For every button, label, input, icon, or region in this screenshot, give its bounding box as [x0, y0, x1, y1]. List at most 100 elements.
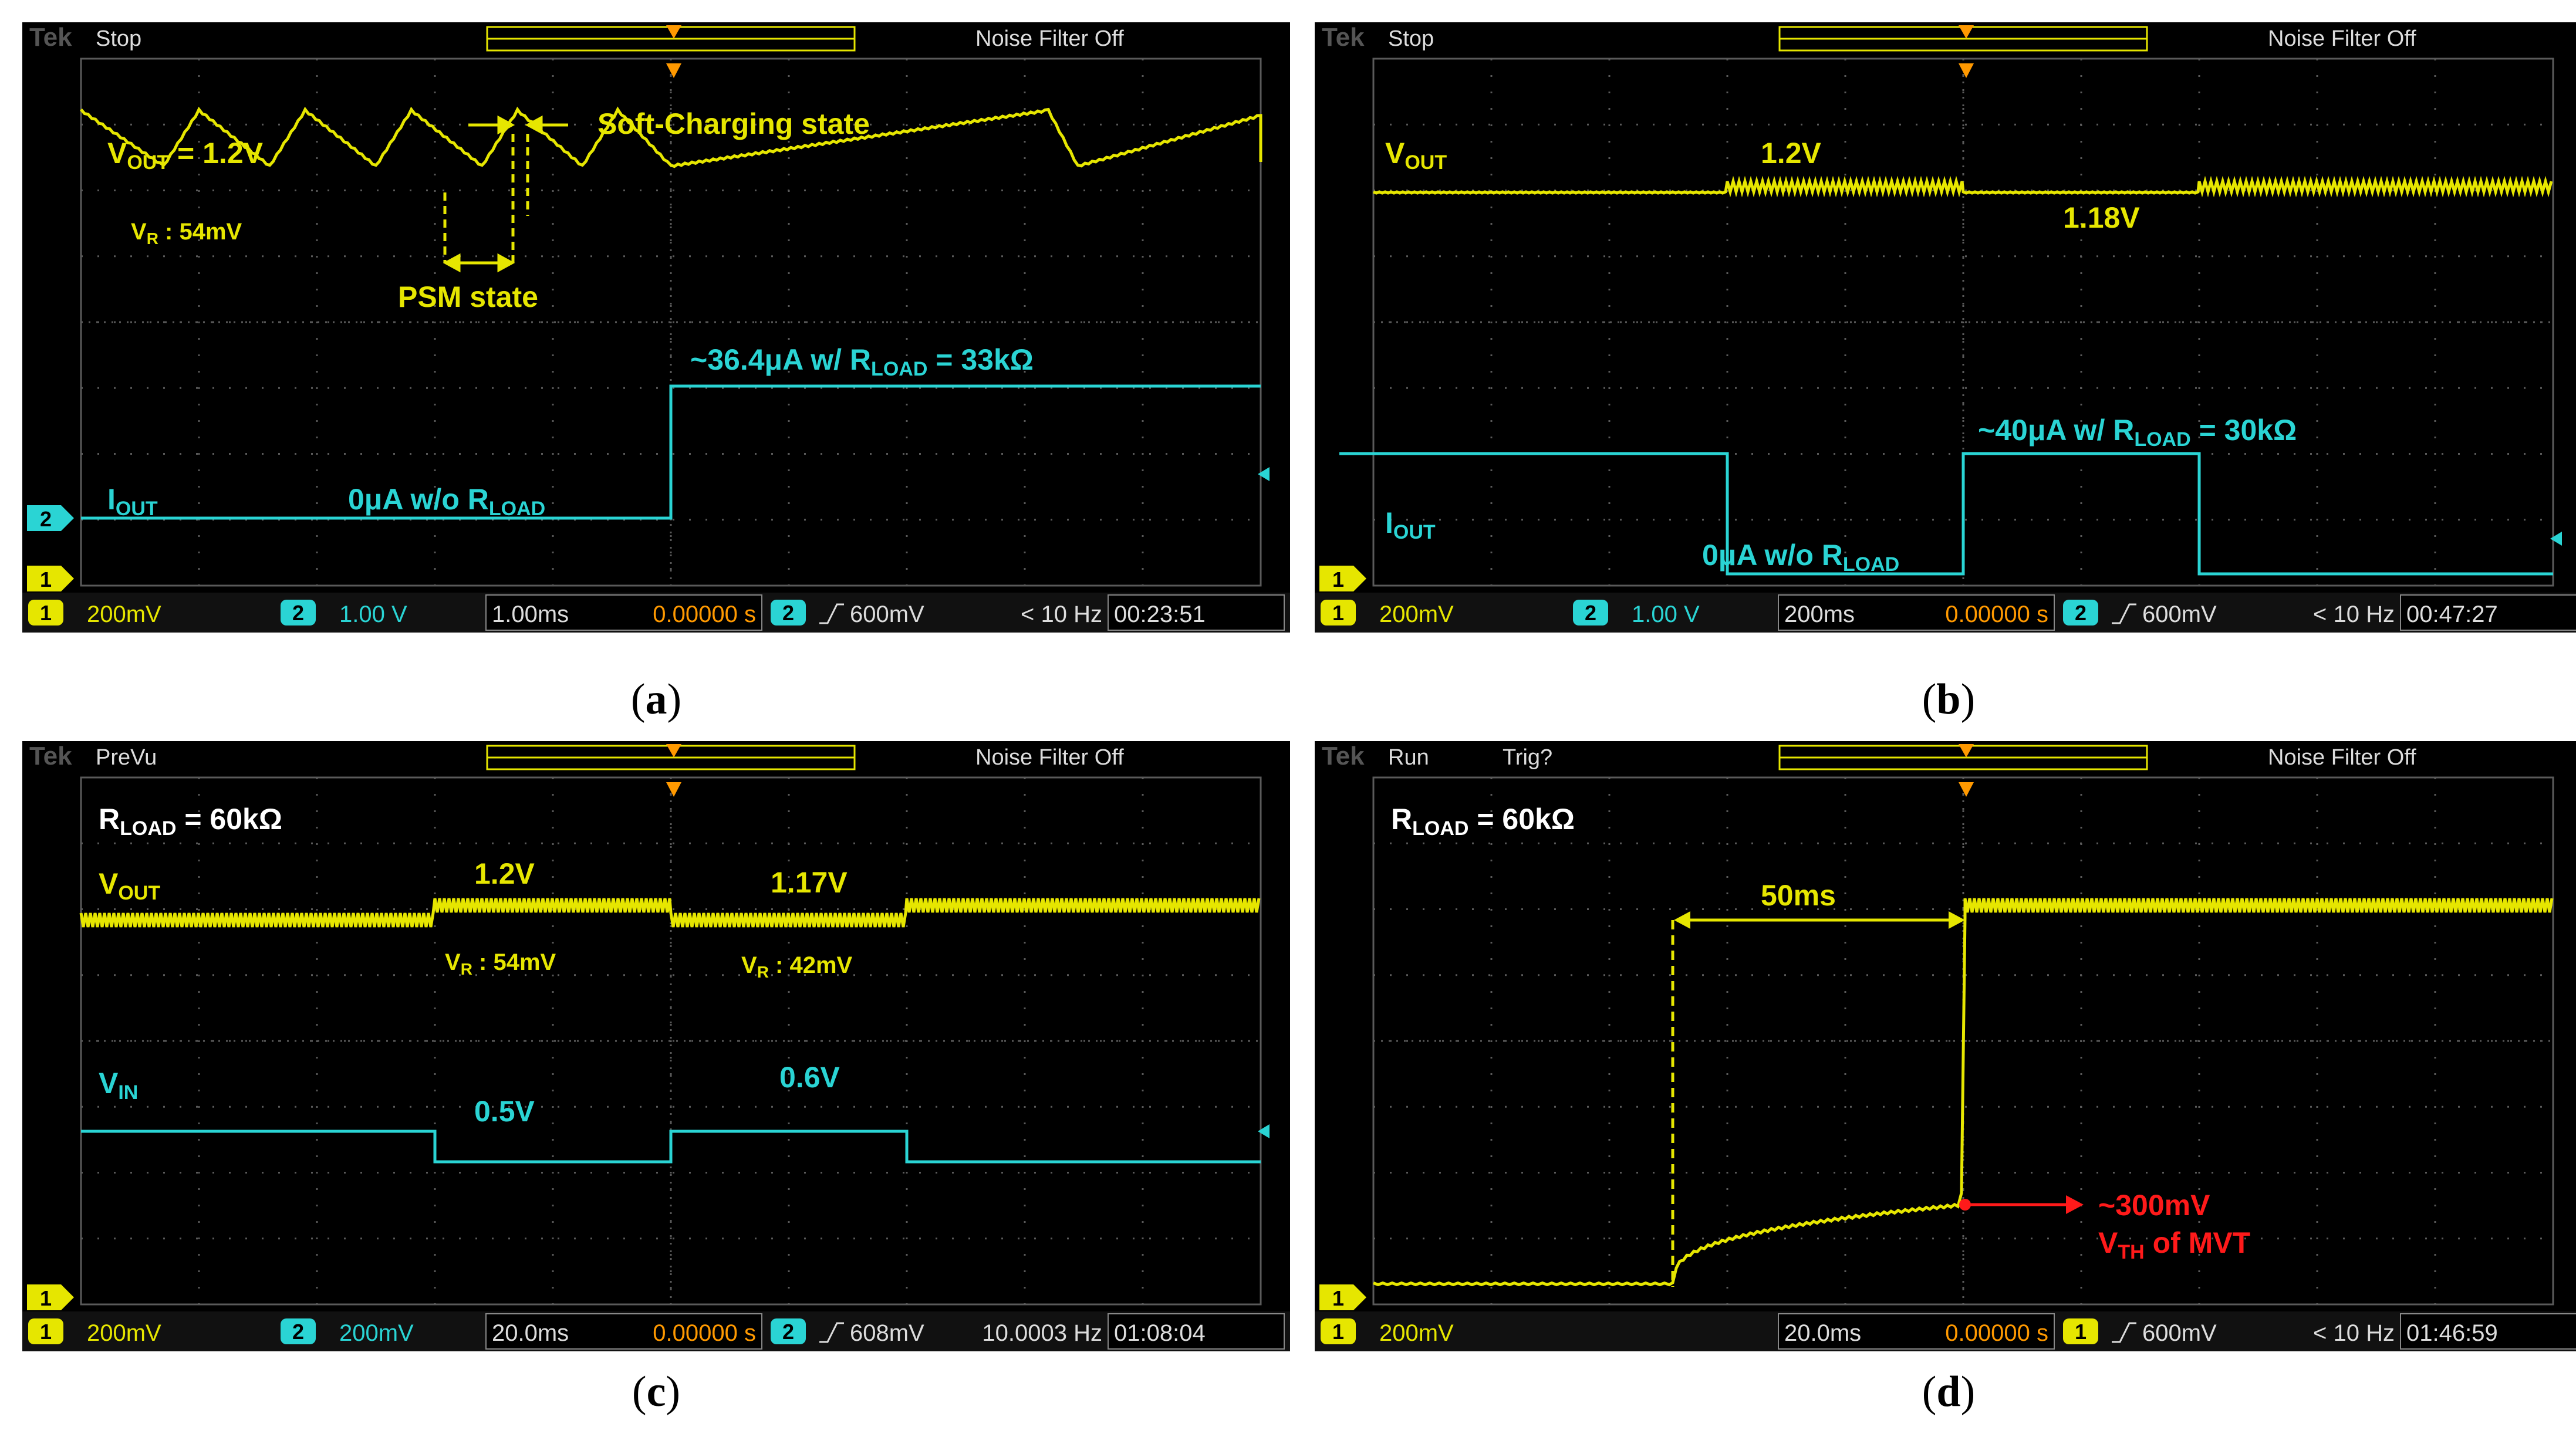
trigger-source-badge-number: 2 [782, 1320, 794, 1344]
vin-0v5-label: 0.5V [474, 1095, 535, 1128]
trigger-marker-icon [1959, 782, 1974, 797]
channel-marker-number: 1 [40, 1286, 52, 1310]
horizontal-position: 0.00000 s [1945, 1320, 2048, 1346]
channel-1-marker: 1 [27, 1284, 74, 1310]
ch2-badge-number: 2 [1585, 601, 1596, 625]
ch1-scale: 200mV [87, 601, 161, 627]
timebase-box [485, 594, 762, 631]
acq-status: Stop [1388, 26, 1434, 51]
trigger-source-badge: 2 [771, 1318, 806, 1344]
vr-54-label: VR : 54mV [445, 949, 556, 978]
ch2-badge: 2 [281, 600, 316, 625]
psm-markers [443, 115, 568, 273]
ch2-offscreen-arrow-icon [1258, 467, 1270, 481]
ch1-badge: 1 [28, 1318, 63, 1344]
trigger-position-icon [666, 744, 681, 758]
ch2-badge-number: 2 [292, 1320, 304, 1344]
vout-trace [1373, 898, 2554, 1287]
graticule [80, 58, 1262, 587]
channel-1-marker: 1 [1319, 1284, 1366, 1310]
trigger-marker-icon [666, 782, 681, 797]
interval-markers [1671, 911, 2084, 1287]
trigger-level: 600mV [2142, 601, 2217, 627]
trigger-level: 608mV [850, 1320, 924, 1346]
trigger-marker-icon [666, 63, 681, 78]
iout-trace [1339, 452, 2553, 576]
clock: 01:46:59 [2406, 1320, 2498, 1346]
scope-panel-c: Tek PreVu Noise Filter Off RLOAD = 60kΩ … [22, 741, 1290, 1351]
ch2-scale: 1.00 V [1632, 601, 1700, 627]
vin-label: VIN [99, 1067, 138, 1104]
trig-status: Trig? [1503, 745, 1552, 770]
acq-status: Run [1388, 745, 1429, 770]
ch1-badge: 1 [1321, 600, 1356, 625]
horizontal-position: 0.00000 s [653, 1320, 756, 1346]
scope-screen-d: Tek Run Trig? Noise Filter Off RLOAD = 6… [1315, 741, 2576, 1351]
trigger-position-icon [1959, 744, 1974, 758]
graticule [1372, 58, 2554, 587]
noise-filter-status: Noise Filter Off [975, 26, 1124, 51]
psm-state-label: PSM state [398, 280, 538, 313]
ch1-scale: 200mV [1379, 601, 1454, 627]
ch1-badge-number: 1 [40, 1320, 52, 1344]
iout-label: IOUT [1385, 506, 1436, 543]
vout-1v17-label: 1.17V [771, 866, 848, 899]
ch2-scale: 200mV [339, 1320, 414, 1346]
channel-marker-number: 2 [40, 507, 52, 531]
rload-label: RLOAD = 60kΩ [99, 803, 282, 840]
vin-0v6-label: 0.6V [779, 1061, 840, 1094]
scope-panel-a: Tek Stop Noise Filter Off VOUT = 1.2V VR… [22, 22, 1290, 633]
vout-1v2-label: 1.2V [1761, 137, 1822, 170]
ch1-badge: 1 [1321, 1318, 1356, 1344]
channel-marker-number: 1 [1332, 567, 1344, 591]
ch1-badge: 1 [28, 600, 63, 625]
scope-screen-b: Tek Stop Noise Filter Off VOUT 1.2V 1.18… [1315, 22, 2576, 633]
caption-d: (d) [1922, 1368, 1976, 1416]
acq-status: Stop [96, 26, 141, 51]
clock: 00:47:27 [2406, 601, 2498, 627]
vout-label: VOUT [99, 867, 160, 904]
ch2-badge-number: 2 [292, 601, 304, 625]
rising-edge-icon [819, 603, 844, 624]
caption-c: (c) [632, 1368, 681, 1416]
ch2-offscreen-arrow-icon [2550, 532, 2562, 546]
trigger-frequency: 10.0003 Hz [982, 1320, 1102, 1346]
horizontal-position: 0.00000 s [653, 601, 756, 627]
trigger-frequency: < 10 Hz [2313, 601, 2395, 627]
clock: 00:23:51 [1114, 601, 1206, 627]
trigger-level: 600mV [850, 601, 924, 627]
clock-box [1108, 1313, 1285, 1350]
timebase: 200ms [1784, 601, 1855, 627]
vr-label: VR : 54mV [131, 219, 242, 248]
iout-zero-label: 0μA w/o RLOAD [1702, 539, 1899, 576]
trigger-position-icon [1959, 25, 1974, 39]
noise-filter-status: Noise Filter Off [975, 745, 1124, 770]
trigger-position-icon [666, 25, 681, 39]
noise-filter-status: Noise Filter Off [2268, 745, 2416, 770]
vout-label: VOUT = 1.2V [107, 137, 264, 174]
vout-1v18-label: 1.18V [2063, 201, 2140, 234]
rising-edge-icon [819, 1322, 844, 1343]
brand-logo: Tek [1322, 23, 1365, 52]
clock-box [2400, 594, 2576, 631]
vout-label: VOUT [1385, 137, 1447, 174]
vout-trace [80, 106, 1262, 168]
threshold-300mv-label: ~300mV [2098, 1189, 2210, 1222]
rload-label: RLOAD = 60kΩ [1391, 803, 1575, 840]
trigger-source-badge: 2 [2063, 600, 2098, 625]
acq-status: PreVu [96, 745, 157, 770]
ch2-offscreen-arrow-icon [1258, 1124, 1270, 1138]
timebase-box [1778, 1313, 2055, 1350]
scope-screen-a: Tek Stop Noise Filter Off VOUT = 1.2V VR… [22, 22, 1290, 633]
rising-edge-icon [2112, 603, 2136, 624]
trigger-source-badge: 1 [2063, 1318, 2098, 1344]
brand-logo: Tek [1322, 742, 1365, 770]
ch1-badge-number: 1 [1332, 601, 1344, 625]
brand-logo: Tek [29, 23, 72, 52]
clock: 01:08:04 [1114, 1320, 1206, 1346]
trigger-marker-icon [1959, 63, 1974, 78]
trigger-source-badge-number: 1 [2075, 1320, 2087, 1344]
ch2-badge: 2 [281, 1318, 316, 1344]
ch2-scale: 1.00 V [339, 601, 407, 627]
ch1-scale: 200mV [1379, 1320, 1454, 1346]
